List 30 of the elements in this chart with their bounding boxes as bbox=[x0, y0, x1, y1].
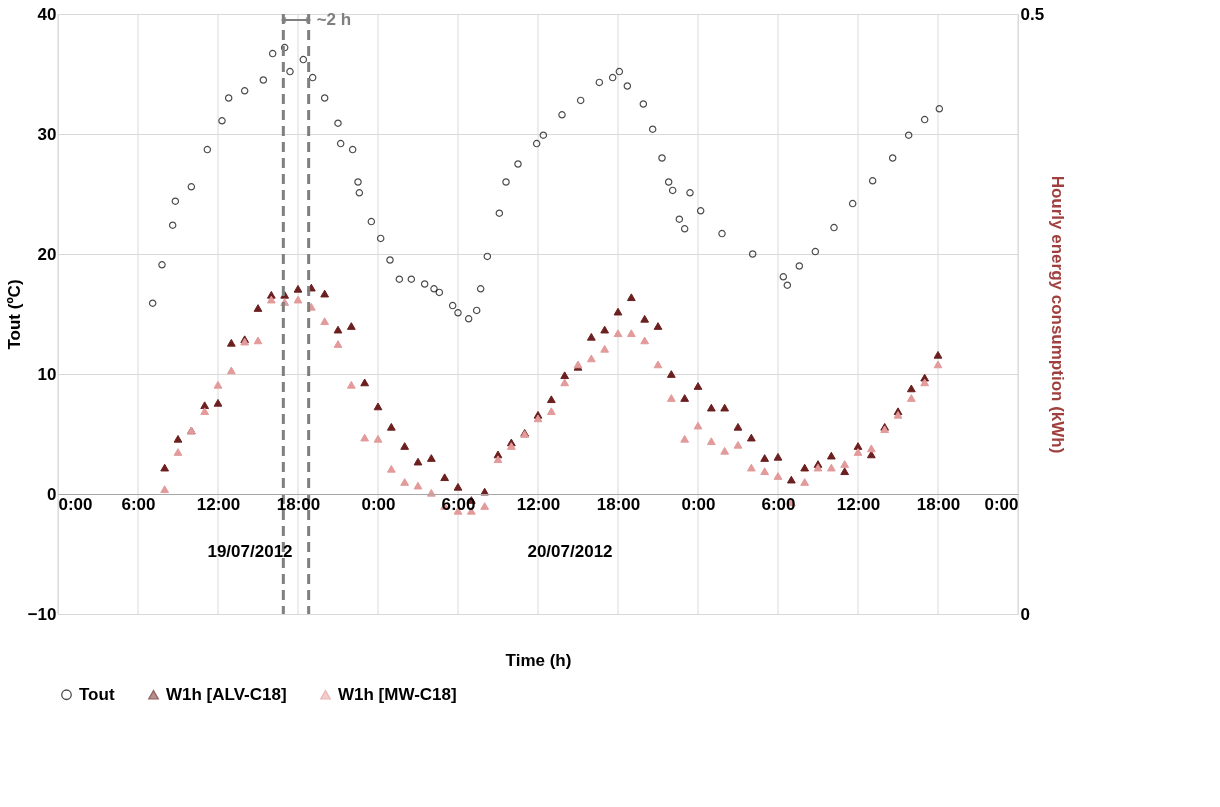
annotation: 19/07/2012 bbox=[207, 542, 293, 561]
y-tick-label: 0 bbox=[47, 484, 57, 504]
y-tick-label: −10 bbox=[27, 604, 57, 624]
x-tick-label: 18:00 bbox=[596, 494, 641, 514]
y-tick-label: 40 bbox=[37, 4, 57, 24]
y-tick-label: 30 bbox=[37, 124, 57, 144]
y-tick-label: 20 bbox=[37, 244, 57, 264]
legend-label: Tout bbox=[79, 684, 115, 704]
x-tick-label: 18:00 bbox=[916, 494, 961, 514]
legend-label: W1h [ALV-C18] bbox=[166, 684, 287, 704]
legend-label: W1h [MW-C18] bbox=[338, 684, 457, 704]
x-tick-label: 12:00 bbox=[836, 494, 881, 514]
x-axis-title: Time (h) bbox=[505, 650, 572, 670]
y2-tick-label: 0 bbox=[1020, 604, 1030, 624]
x-tick-label: 6:00 bbox=[761, 494, 796, 514]
y-tick-label: 10 bbox=[37, 364, 57, 384]
x-tick-label: 0:00 bbox=[361, 494, 396, 514]
x-tick-label: 0:00 bbox=[681, 494, 716, 514]
y-axis-title: Tout (ºC) bbox=[4, 279, 24, 350]
y2-tick-label: 0.5 bbox=[1020, 4, 1045, 24]
x-tick-label: 0:00 bbox=[984, 494, 1019, 514]
x-tick-label: 6:00 bbox=[441, 494, 476, 514]
x-tick-label: 6:00 bbox=[121, 494, 156, 514]
y2-axis-title: Hourly energy consumption (kWh) bbox=[1048, 175, 1068, 454]
x-tick-label: 18:00 bbox=[276, 494, 321, 514]
annotation: 20/07/2012 bbox=[527, 542, 613, 561]
annotation: ~2 h bbox=[316, 10, 352, 29]
x-tick-label: 12:00 bbox=[196, 494, 241, 514]
x-tick-label: 12:00 bbox=[516, 494, 561, 514]
x-tick-label: 0:00 bbox=[58, 494, 93, 514]
